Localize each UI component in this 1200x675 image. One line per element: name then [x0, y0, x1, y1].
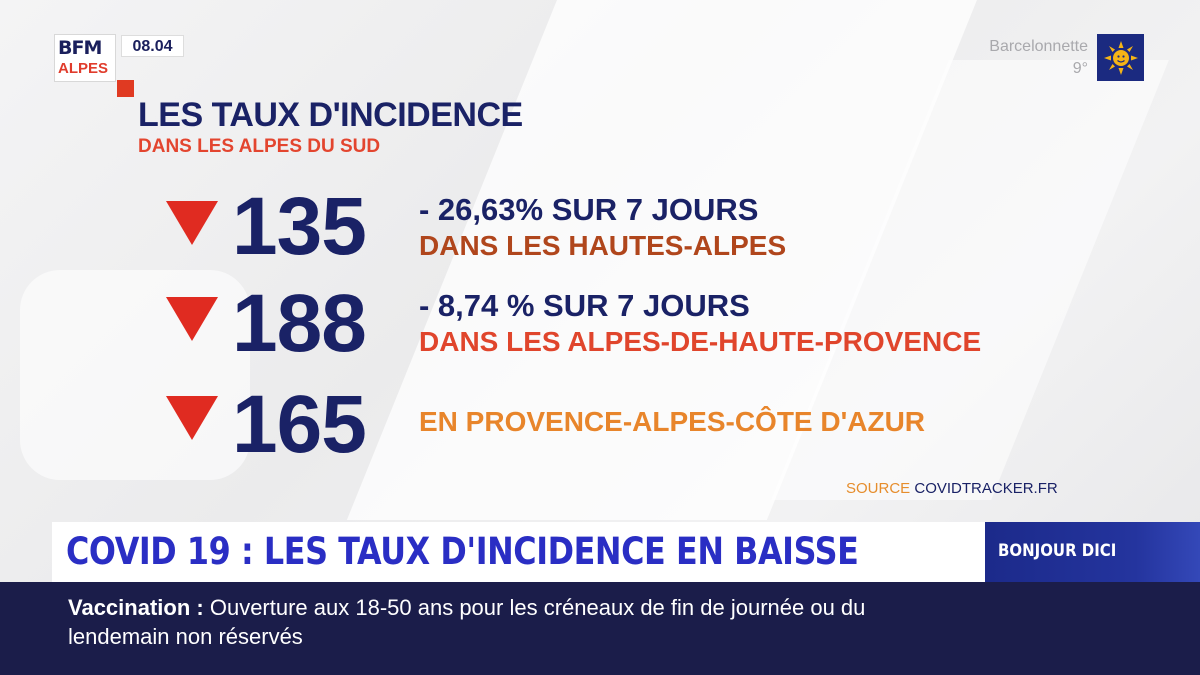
graphic-subtitle: DANS LES ALPES DU SUD	[138, 136, 381, 157]
source-credit: SOURCE COVIDTRACKER.FR	[846, 480, 1058, 497]
incidence-value: 188	[232, 278, 367, 369]
headline-band	[52, 522, 986, 582]
incidence-region: DANS LES ALPES-DE-HAUTE-PROVENCE	[419, 326, 982, 357]
show-name: BONJOUR DICI	[998, 541, 1117, 561]
ticker-keyword: Vaccination	[68, 595, 191, 620]
graphic-title: LES TAUX D'INCIDENCE	[138, 96, 523, 134]
ticker-separator: :	[190, 595, 210, 620]
weather-temperature: 9°	[1072, 60, 1088, 77]
incidence-row: 188 - 8,74 % SUR 7 JOURS DANS LES ALPES-…	[0, 283, 1200, 384]
logo-alpes-text: ALPES	[58, 60, 109, 77]
headline-text: COVID 19 : LES TAUX D'INCIDENCE EN BAISS…	[66, 530, 859, 573]
weather-badge	[1097, 34, 1144, 81]
incidence-change: - 26,63% SUR 7 JOURS	[419, 192, 759, 227]
news-ticker	[0, 582, 1200, 675]
title-accent-square	[117, 80, 134, 97]
incidence-value: 135	[232, 181, 367, 272]
ticker-body: Ouverture aux 18-50 ans pour les créneau…	[68, 595, 866, 649]
down-triangle-icon	[166, 396, 218, 440]
incidence-row: 135 - 26,63% SUR 7 JOURS DANS LES HAUTES…	[0, 186, 1200, 286]
down-triangle-icon	[166, 297, 218, 341]
incidence-change: - 8,74 % SUR 7 JOURS	[419, 288, 750, 323]
logo-bfm-text: BFM	[58, 37, 102, 59]
source-label: SOURCE	[846, 480, 911, 497]
show-badge	[985, 522, 1200, 582]
sun-icon	[1103, 40, 1138, 75]
source-value: COVIDTRACKER.FR	[914, 480, 1058, 497]
clock-time: 08.04	[121, 35, 184, 57]
ticker-message: Vaccination : Ouverture aux 18-50 ans po…	[68, 593, 918, 651]
channel-logo: BFM ALPES	[54, 34, 116, 82]
incidence-value: 165	[232, 379, 367, 470]
incidence-region: EN PROVENCE-ALPES-CÔTE D'AZUR	[419, 406, 926, 437]
weather-city: Barcelonnette	[989, 38, 1088, 55]
down-triangle-icon	[166, 201, 218, 245]
incidence-row: 165 EN PROVENCE-ALPES-CÔTE D'AZUR	[0, 384, 1200, 480]
incidence-region: DANS LES HAUTES-ALPES	[419, 230, 787, 261]
